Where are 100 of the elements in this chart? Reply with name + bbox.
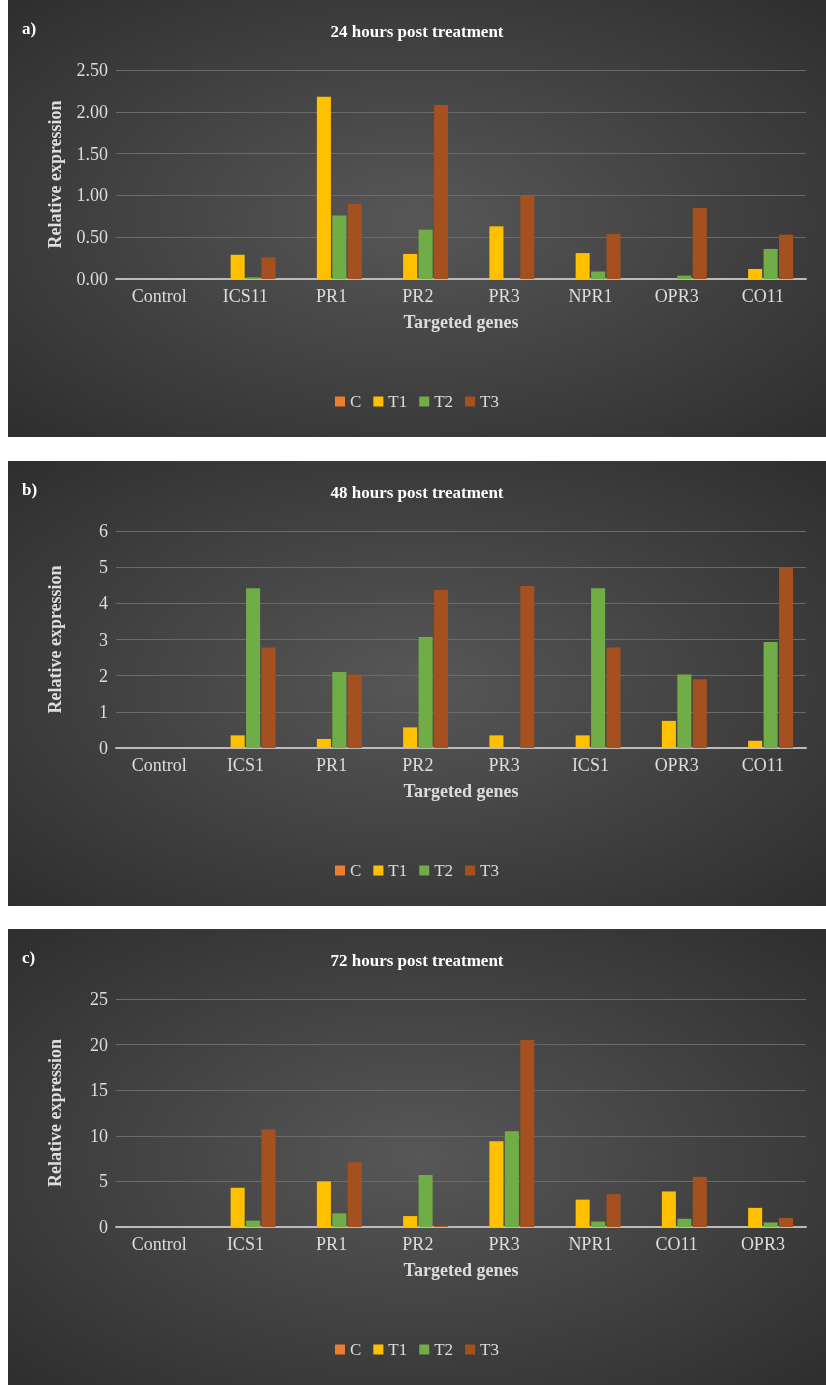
y-tick-label: 1 bbox=[99, 701, 108, 722]
bar bbox=[779, 1217, 794, 1227]
bar bbox=[332, 215, 347, 279]
bar bbox=[246, 1220, 261, 1227]
chart-title: 72 hours post treatment bbox=[330, 951, 504, 970]
bar bbox=[434, 105, 449, 279]
bar bbox=[261, 257, 276, 279]
bar bbox=[520, 1040, 535, 1227]
x-tick-label: PR2 bbox=[402, 755, 434, 775]
bar bbox=[489, 735, 504, 748]
bar bbox=[575, 253, 590, 279]
legend-label: T1 bbox=[388, 861, 408, 880]
bar bbox=[347, 1162, 362, 1227]
bar bbox=[606, 233, 621, 279]
y-tick-label: 15 bbox=[90, 1080, 108, 1101]
bar bbox=[520, 195, 535, 279]
legend-label: T3 bbox=[480, 1340, 499, 1359]
text: c) bbox=[22, 948, 36, 967]
x-tick-label: PR2 bbox=[402, 286, 434, 306]
x-tick-label: PR3 bbox=[488, 286, 520, 306]
y-tick-label: 2.00 bbox=[76, 101, 108, 122]
bar bbox=[763, 1222, 778, 1227]
bar bbox=[661, 720, 676, 748]
x-tick-label: PR3 bbox=[488, 755, 520, 775]
y-tick-label: 25 bbox=[90, 989, 108, 1009]
legend-label: T3 bbox=[480, 861, 499, 880]
bar bbox=[316, 738, 331, 748]
bar bbox=[520, 585, 535, 748]
y-tick-label: 4 bbox=[99, 593, 108, 614]
bar bbox=[316, 96, 331, 279]
bar bbox=[692, 207, 707, 279]
y-tick-label: 0.00 bbox=[76, 269, 108, 289]
bar bbox=[748, 740, 763, 748]
x-tick-label: OPR3 bbox=[654, 286, 699, 306]
bar bbox=[779, 234, 794, 279]
x-tick-label: CO11 bbox=[741, 755, 785, 775]
x-tick-label: ICS1 bbox=[226, 755, 264, 775]
x-tick-label: ICS11 bbox=[222, 286, 269, 306]
bar bbox=[504, 1131, 519, 1227]
bar bbox=[261, 647, 276, 748]
bar bbox=[748, 1207, 763, 1227]
y-axis-title: Relative expression bbox=[45, 100, 65, 249]
bar bbox=[677, 674, 692, 748]
y-tick-label: 6 bbox=[99, 521, 108, 541]
legend-label: T3 bbox=[480, 392, 499, 411]
bar bbox=[763, 248, 778, 279]
legend-label: T2 bbox=[434, 1340, 454, 1359]
x-tick-label: PR2 bbox=[402, 1234, 434, 1254]
x-tick-label: NPR1 bbox=[568, 1234, 613, 1254]
y-axis-title: Relative expression bbox=[45, 565, 65, 714]
x-tick-label: Control bbox=[131, 755, 187, 775]
bar bbox=[591, 1221, 606, 1227]
bar bbox=[261, 1129, 276, 1227]
x-tick-label: CO11 bbox=[741, 286, 785, 306]
bar bbox=[403, 253, 418, 279]
legend-label: T1 bbox=[388, 392, 408, 411]
y-tick-label: 2.50 bbox=[76, 60, 108, 80]
bar bbox=[692, 679, 707, 748]
x-tick-label: PR1 bbox=[316, 1234, 348, 1254]
bar bbox=[332, 672, 347, 748]
text: b) bbox=[22, 480, 38, 499]
legend-label: C bbox=[350, 1340, 362, 1359]
legend-label: C bbox=[350, 861, 362, 880]
y-tick-label: 1.00 bbox=[76, 185, 108, 206]
bar bbox=[403, 727, 418, 748]
x-tick-label: PR3 bbox=[488, 1234, 520, 1254]
y-axis-title: Relative expression bbox=[45, 1038, 65, 1188]
bar bbox=[575, 735, 590, 748]
bar bbox=[591, 588, 606, 748]
bar bbox=[661, 1191, 676, 1227]
bar bbox=[230, 254, 245, 279]
bar bbox=[677, 1218, 692, 1227]
bar bbox=[692, 1176, 707, 1227]
bar bbox=[316, 1181, 331, 1227]
y-tick-label: 0.50 bbox=[76, 227, 108, 248]
x-tick-label: Control bbox=[131, 286, 187, 306]
bar bbox=[489, 1141, 504, 1227]
legend-label: C bbox=[350, 392, 362, 411]
bar bbox=[230, 735, 245, 748]
text: a) bbox=[22, 19, 37, 38]
x-tick-label: PR1 bbox=[316, 286, 348, 306]
x-tick-label: OPR3 bbox=[740, 1234, 785, 1254]
bar bbox=[418, 1175, 433, 1227]
y-tick-label: 5 bbox=[99, 1171, 108, 1192]
bar bbox=[748, 268, 763, 279]
bar bbox=[763, 642, 778, 748]
x-axis-title: Targeted genes bbox=[403, 312, 519, 332]
y-tick-label: 10 bbox=[90, 1125, 108, 1146]
bar bbox=[418, 636, 433, 748]
bar bbox=[606, 647, 621, 748]
x-tick-label: OPR3 bbox=[654, 755, 699, 775]
bar bbox=[246, 588, 261, 748]
x-tick-label: ICS1 bbox=[571, 755, 609, 775]
legend-label: T2 bbox=[434, 861, 454, 880]
x-tick-label: Control bbox=[131, 1234, 187, 1254]
bar bbox=[606, 1194, 621, 1227]
bar bbox=[347, 674, 362, 748]
bar bbox=[591, 271, 606, 279]
y-tick-label: 5 bbox=[99, 557, 108, 578]
x-tick-label: PR1 bbox=[316, 755, 348, 775]
